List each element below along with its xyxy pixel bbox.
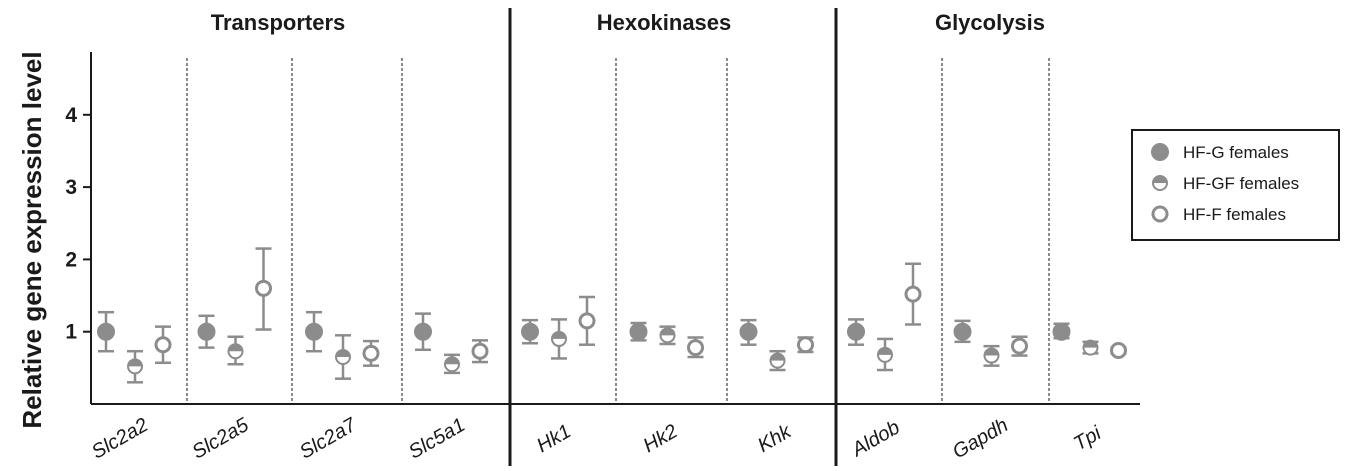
x-tick-label: Slc2a7 [296, 414, 361, 464]
data-point [335, 349, 351, 366]
group-title: Hexokinases [597, 10, 732, 35]
group-title: Glycolysis [935, 10, 1045, 35]
group-titles: Transporters Hexokinases Glycolysis [211, 10, 1045, 35]
y-tick-label: 1 [65, 321, 77, 344]
data-point [444, 356, 460, 373]
data-point [1082, 339, 1099, 356]
x-tick-label: Aldob [847, 416, 903, 461]
legend-marker [1152, 175, 1168, 191]
x-tick-label: Khk [754, 420, 796, 457]
series-open [154, 247, 1127, 367]
legend-label: HF-G females [1183, 143, 1289, 162]
legend-marker [1151, 205, 1169, 223]
data-point [983, 347, 1000, 364]
legend-label: HF-GF females [1183, 174, 1299, 193]
data-point [739, 322, 758, 341]
x-tick-label: Hk2 [640, 420, 682, 457]
x-tick-label: Tpi [1070, 422, 1106, 455]
data-point [414, 322, 432, 341]
data-point [769, 352, 786, 369]
data-point [154, 336, 172, 354]
data-marks [97, 247, 1127, 384]
legend-label: HF-F females [1183, 205, 1286, 224]
data-point [521, 322, 539, 341]
group-title: Transporters [211, 10, 346, 35]
axes: 1 2 3 4 [65, 8, 1140, 466]
legend-item: HF-F females [1151, 205, 1286, 224]
series-filled [97, 310, 1071, 353]
data-point [847, 322, 865, 341]
legend: HF-G females HF-GF females HF-F females [1131, 129, 1340, 241]
data-point [578, 312, 596, 330]
data-point [904, 285, 922, 303]
gene-labels: Slc2a2 Slc2a5 Slc2a7 Slc5a1 Hk1 Hk2 Khk Aldob Ga… [88, 414, 1105, 464]
y-tick-label: 2 [65, 248, 77, 271]
data-point [1011, 337, 1028, 355]
data-point [953, 322, 972, 341]
data-point [97, 322, 115, 341]
y-axis-label: Relative gene expression level [17, 51, 47, 428]
data-point [227, 343, 244, 360]
data-point [659, 327, 676, 344]
data-point [877, 346, 893, 363]
legend-item: HF-GF females [1152, 174, 1299, 193]
data-point [362, 344, 380, 362]
data-point [797, 336, 814, 354]
data-point [1110, 341, 1127, 359]
x-tick-label: Gapdh [949, 414, 1012, 463]
data-point [197, 322, 216, 341]
data-point [471, 342, 489, 360]
data-point [551, 330, 567, 347]
data-point [1052, 322, 1071, 341]
y-tick-label: 4 [65, 104, 77, 127]
y-tick-label: 3 [65, 176, 77, 199]
data-point [687, 339, 704, 357]
data-point [255, 279, 272, 297]
x-tick-label: Slc2a2 [88, 414, 152, 464]
legend-marker [1151, 143, 1169, 161]
x-tick-label: Hk1 [533, 420, 575, 457]
x-tick-label: Slc2a5 [189, 414, 254, 464]
data-point [127, 358, 143, 375]
legend-item: HF-G females [1151, 143, 1289, 162]
x-tick-label: Slc5a1 [405, 414, 469, 464]
data-point [629, 322, 648, 341]
data-point [305, 322, 323, 341]
series-half [127, 318, 1099, 384]
